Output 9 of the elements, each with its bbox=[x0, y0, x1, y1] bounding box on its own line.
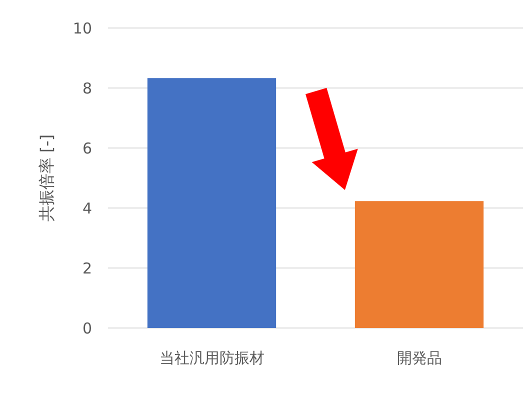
x-tick-label: 当社汎用防振材 bbox=[159, 349, 264, 367]
y-tick-label: 8 bbox=[82, 79, 92, 98]
y-tick-label: 2 bbox=[82, 259, 92, 278]
x-tick-label: 開発品 bbox=[396, 349, 442, 367]
y-tick-label: 10 bbox=[72, 19, 92, 38]
y-tick-label: 4 bbox=[82, 199, 92, 218]
y-axis-title: 共振倍率 [-] bbox=[37, 134, 56, 222]
y-tick-label: 0 bbox=[82, 319, 92, 338]
y-tick-label: 6 bbox=[82, 139, 92, 158]
